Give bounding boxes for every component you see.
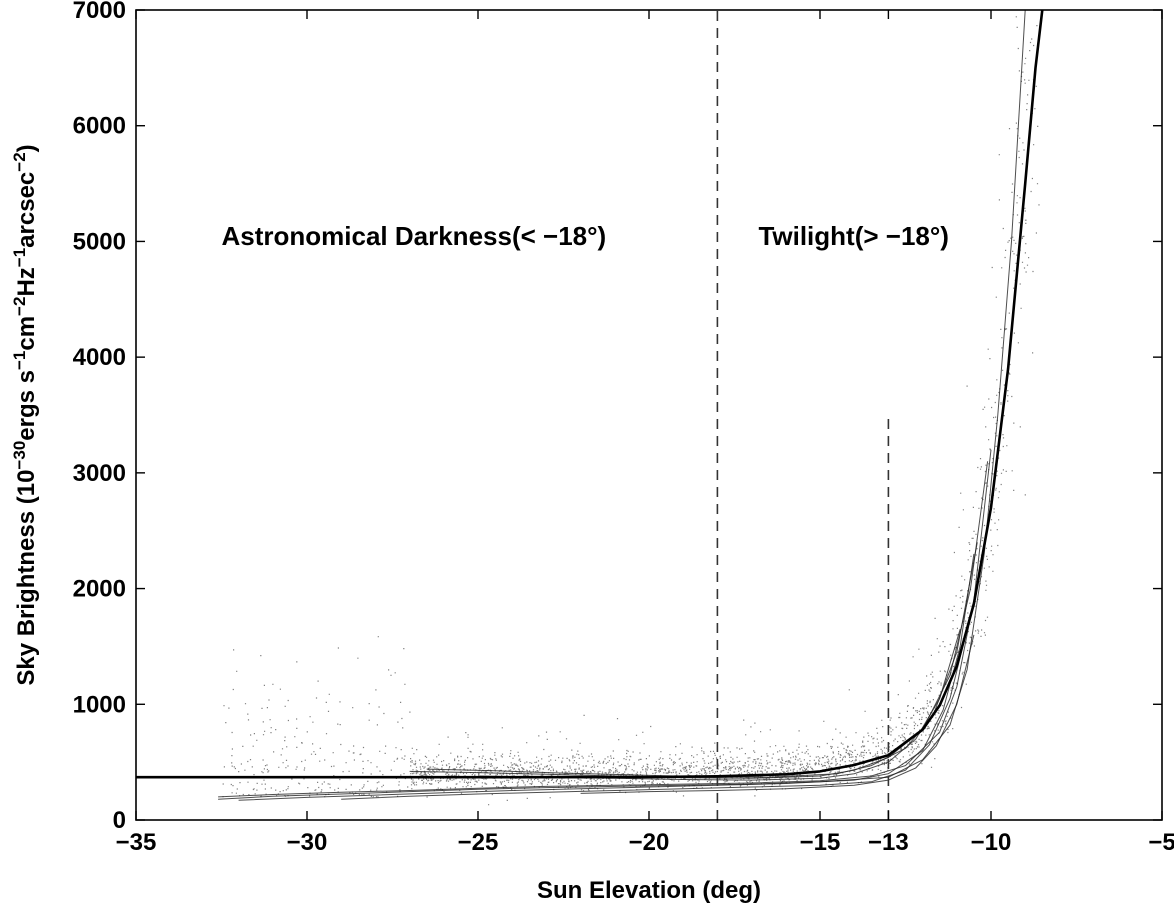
x-axis-label: Sun Elevation (deg): [537, 877, 761, 904]
x-tick-label: −5: [1148, 829, 1174, 856]
y-tick-label: 4000: [73, 344, 126, 371]
scatter-dots: [222, 16, 1040, 806]
y-tick-label: 7000: [73, 0, 126, 24]
x-tick-label: −30: [287, 829, 328, 856]
annotation-2: Twilight(> −18°): [758, 221, 949, 251]
fit-curve-line: [136, 10, 1044, 779]
y-tick-label: 0: [113, 807, 126, 834]
x-tick-label: −35: [116, 829, 157, 856]
scatter-points: [222, 16, 1040, 806]
series-line-8: [580, 634, 975, 794]
data-series-lines: [218, 10, 1026, 801]
x-tick-label: −25: [458, 829, 499, 856]
series-line-6: [426, 542, 978, 778]
plot-frame: [135, 9, 1163, 821]
y-tick-label: 5000: [73, 228, 126, 255]
axis-ticks: −35 −30 −25 −20 −15 −13 −10 −5 0 1000 2000 3000 4000…: [73, 0, 1174, 856]
annotation-1: Astronomical Darkness(< −18°): [222, 221, 607, 251]
series-line-2: [218, 449, 992, 798]
y-tick-label: 1000: [73, 691, 126, 718]
y-tick-label: 2000: [73, 576, 126, 603]
series-line-4: [341, 628, 968, 800]
x-tick-label: −20: [629, 829, 670, 856]
x-tick-label: −15: [800, 829, 841, 856]
series-line-5: [409, 461, 989, 779]
y-axis-label: Sky Brightness (10−30ergs s−1cm−2Hz−1arc…: [10, 144, 41, 685]
fit-curve: [136, 10, 1044, 779]
reference-lines: [716, 10, 890, 820]
series-line-1: [218, 10, 1026, 800]
plot-border: [135, 9, 1163, 821]
x-tick-label: −13: [868, 829, 909, 856]
annotations: Astronomical Darkness(< −18°) Twilight(> …: [222, 221, 949, 251]
y-tick-label: 3000: [73, 460, 126, 487]
x-tick-label: −10: [971, 829, 1012, 856]
y-tick-label: 6000: [73, 113, 126, 140]
